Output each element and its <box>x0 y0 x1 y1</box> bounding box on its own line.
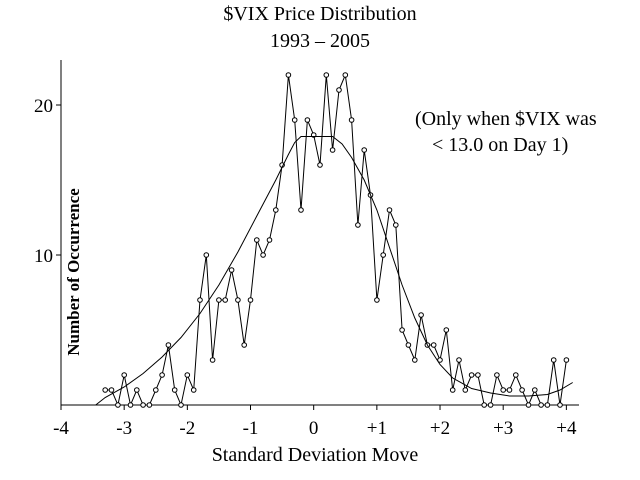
annotation-line-2: < 13.0 on Day 1) <box>432 134 568 156</box>
data-point <box>437 357 443 363</box>
data-point <box>247 297 254 303</box>
data-point <box>386 207 393 213</box>
x-tick-label: +1 <box>367 418 387 439</box>
y-axis-label: Number of Occurrence <box>64 188 83 356</box>
data-point <box>418 312 424 318</box>
data-point <box>525 402 532 408</box>
data-point <box>323 72 330 78</box>
data-point <box>374 297 380 303</box>
data-point <box>197 297 203 303</box>
annotation-line-1: (Only when $VIX was <box>415 108 597 130</box>
data-point <box>115 402 121 408</box>
x-tick-label: 0 <box>309 418 319 439</box>
data-point <box>140 402 146 408</box>
data-point <box>159 372 165 378</box>
data-point <box>209 357 216 363</box>
data-point <box>266 237 273 243</box>
data-point <box>500 387 507 393</box>
data-point <box>336 87 342 93</box>
ticks: -4 -3 -2 -1 0 +1 +2 +3 +4 10 20 <box>34 96 577 439</box>
data-point <box>235 297 241 303</box>
data-point <box>203 252 210 258</box>
data-point <box>506 387 513 393</box>
data-point <box>216 297 222 303</box>
data-point <box>456 357 462 363</box>
data-point <box>285 72 292 78</box>
data-point <box>291 117 298 123</box>
data-point <box>475 372 481 378</box>
fitted-curve <box>95 136 573 406</box>
data-point <box>260 252 266 258</box>
x-tick-label: +3 <box>493 418 513 439</box>
data-point <box>329 147 336 153</box>
data-point <box>557 402 563 408</box>
data-point <box>348 117 355 123</box>
data-point <box>494 372 500 378</box>
data-point <box>449 387 456 393</box>
data-point <box>430 342 437 348</box>
data-point <box>108 387 115 393</box>
plot-area <box>95 72 573 408</box>
data-point <box>355 222 361 228</box>
chart-title-line-1: $VIX Price Distribution <box>223 3 416 25</box>
y-tick-label: 20 <box>34 96 53 117</box>
x-tick-label: +2 <box>430 418 450 439</box>
data-point <box>153 387 159 393</box>
data-point <box>393 222 399 228</box>
data-point <box>563 357 570 363</box>
x-tick-label: +4 <box>556 418 577 439</box>
data-point <box>317 162 323 168</box>
x-tick-label: -4 <box>53 418 69 439</box>
data-point <box>462 387 469 393</box>
data-point <box>228 267 235 273</box>
data-point <box>380 252 387 258</box>
data-point <box>298 207 304 213</box>
data-point <box>399 327 405 333</box>
y-tick-label: 10 <box>34 246 53 267</box>
x-tick-label: -1 <box>243 418 259 439</box>
data-point <box>361 147 368 153</box>
data-point <box>443 327 450 333</box>
data-point <box>190 387 197 393</box>
data-point <box>412 357 418 363</box>
data-point <box>134 387 140 393</box>
data-point <box>178 402 184 408</box>
data-point <box>538 402 544 408</box>
data-point <box>127 402 134 408</box>
data-point <box>519 387 525 393</box>
data-point <box>487 402 494 408</box>
x-tick-label: -2 <box>179 418 195 439</box>
data-point <box>550 357 557 363</box>
data-point <box>405 342 412 348</box>
data-point <box>121 372 127 378</box>
data-point <box>342 72 349 78</box>
data-point <box>241 342 247 348</box>
data-point <box>222 297 228 303</box>
x-tick-label: -3 <box>116 418 132 439</box>
data-point <box>532 387 538 393</box>
data-point <box>544 402 551 408</box>
x-axis-label: Standard Deviation Move <box>212 444 419 466</box>
data-point <box>481 402 488 408</box>
data-point <box>468 372 475 378</box>
data-point <box>165 342 172 348</box>
data-point <box>513 372 519 378</box>
data-point <box>273 207 279 213</box>
chart-title-line-2: 1993 – 2005 <box>270 30 370 52</box>
data-point <box>102 387 108 393</box>
data-point <box>171 387 178 393</box>
data-point <box>304 117 311 123</box>
data-point <box>253 237 260 243</box>
data-point <box>146 402 153 408</box>
data-point <box>184 372 191 378</box>
